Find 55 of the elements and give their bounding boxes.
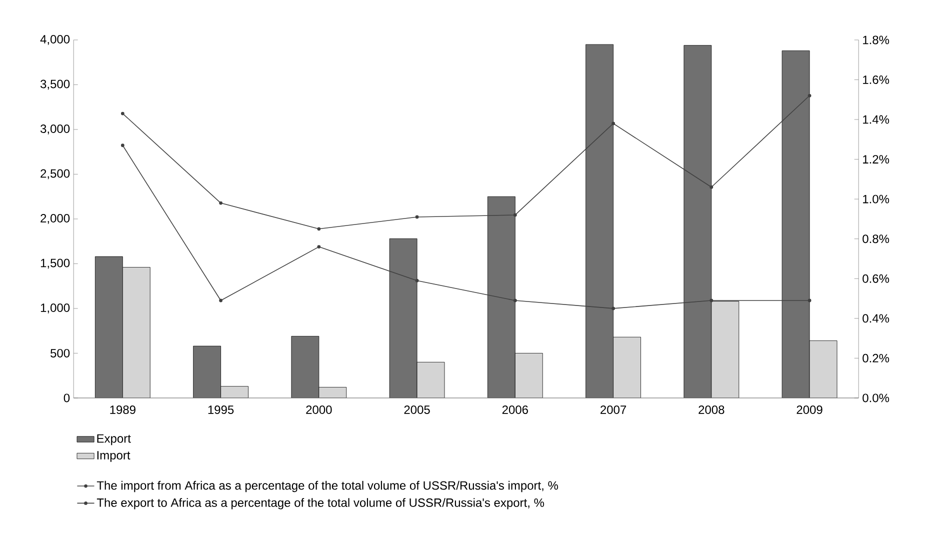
point [120,112,124,116]
y2-tick-label: 1.6% [863,75,890,84]
y2-tick-label: 1.0% [863,194,890,204]
x-tick-label: 2000 [306,405,332,414]
y2-tick-label: 1.8% [863,36,890,44]
bar [122,267,150,398]
x-tick-label: 1995 [208,405,234,414]
y-tick-label: 0 [64,394,70,402]
y2-tick-label: 0.2% [862,354,890,362]
y-tick-label: 3,500 [40,80,70,90]
y2-tick-label: 0.4% [862,314,890,323]
point [513,213,517,217]
y-tick-label: 1,000 [40,304,70,314]
y2-tick-label: 0.8% [862,234,890,244]
y-tick-label: 500 [50,348,70,358]
point [317,227,321,231]
point [415,215,419,219]
x-tick-label: 2006 [502,405,528,414]
x-tick-label: 2007 [600,405,626,414]
bar [711,301,740,398]
y-tick-label: 2,500 [40,169,70,180]
point [710,298,714,302]
y2-tick-label: 0.0% [862,394,890,402]
y2-tick-label: 1.4% [863,115,890,124]
point [513,298,517,302]
y-tick-label: 1,500 [40,258,70,269]
point [808,94,812,98]
point [612,306,615,310]
bar [220,386,248,398]
y2-tick-label: 0.6% [862,274,890,283]
bar [514,353,543,398]
x-tick-label: 2009 [796,405,822,414]
bar [416,362,445,398]
point [317,245,321,248]
bar [318,387,346,398]
bar [613,336,641,398]
x-tick-label: 2008 [698,405,724,414]
y-tick-label: 4,000 [40,35,70,45]
legend-label: The export to Africa as a percentage of the total volume of USSR/Russia's export, % [96,498,544,510]
y-tick-label: 3,000 [40,124,70,134]
legend-label: Import [97,451,130,462]
point [710,185,714,189]
bar [809,340,838,398]
x-tick-label: 1989 [110,405,136,414]
point [808,298,812,302]
y2-tick-label: 1.2% [863,155,890,164]
y-tick-label: 2,000 [40,214,70,224]
point [219,298,222,302]
x-tick-label: 2005 [404,405,430,414]
point [219,201,222,205]
point [612,122,615,126]
point [415,278,419,282]
legend-label: Export [97,434,131,446]
point [120,144,124,148]
legend-label: The import from Africa as a percentage of the total volume of USSR/Russia's import, % [96,480,558,492]
